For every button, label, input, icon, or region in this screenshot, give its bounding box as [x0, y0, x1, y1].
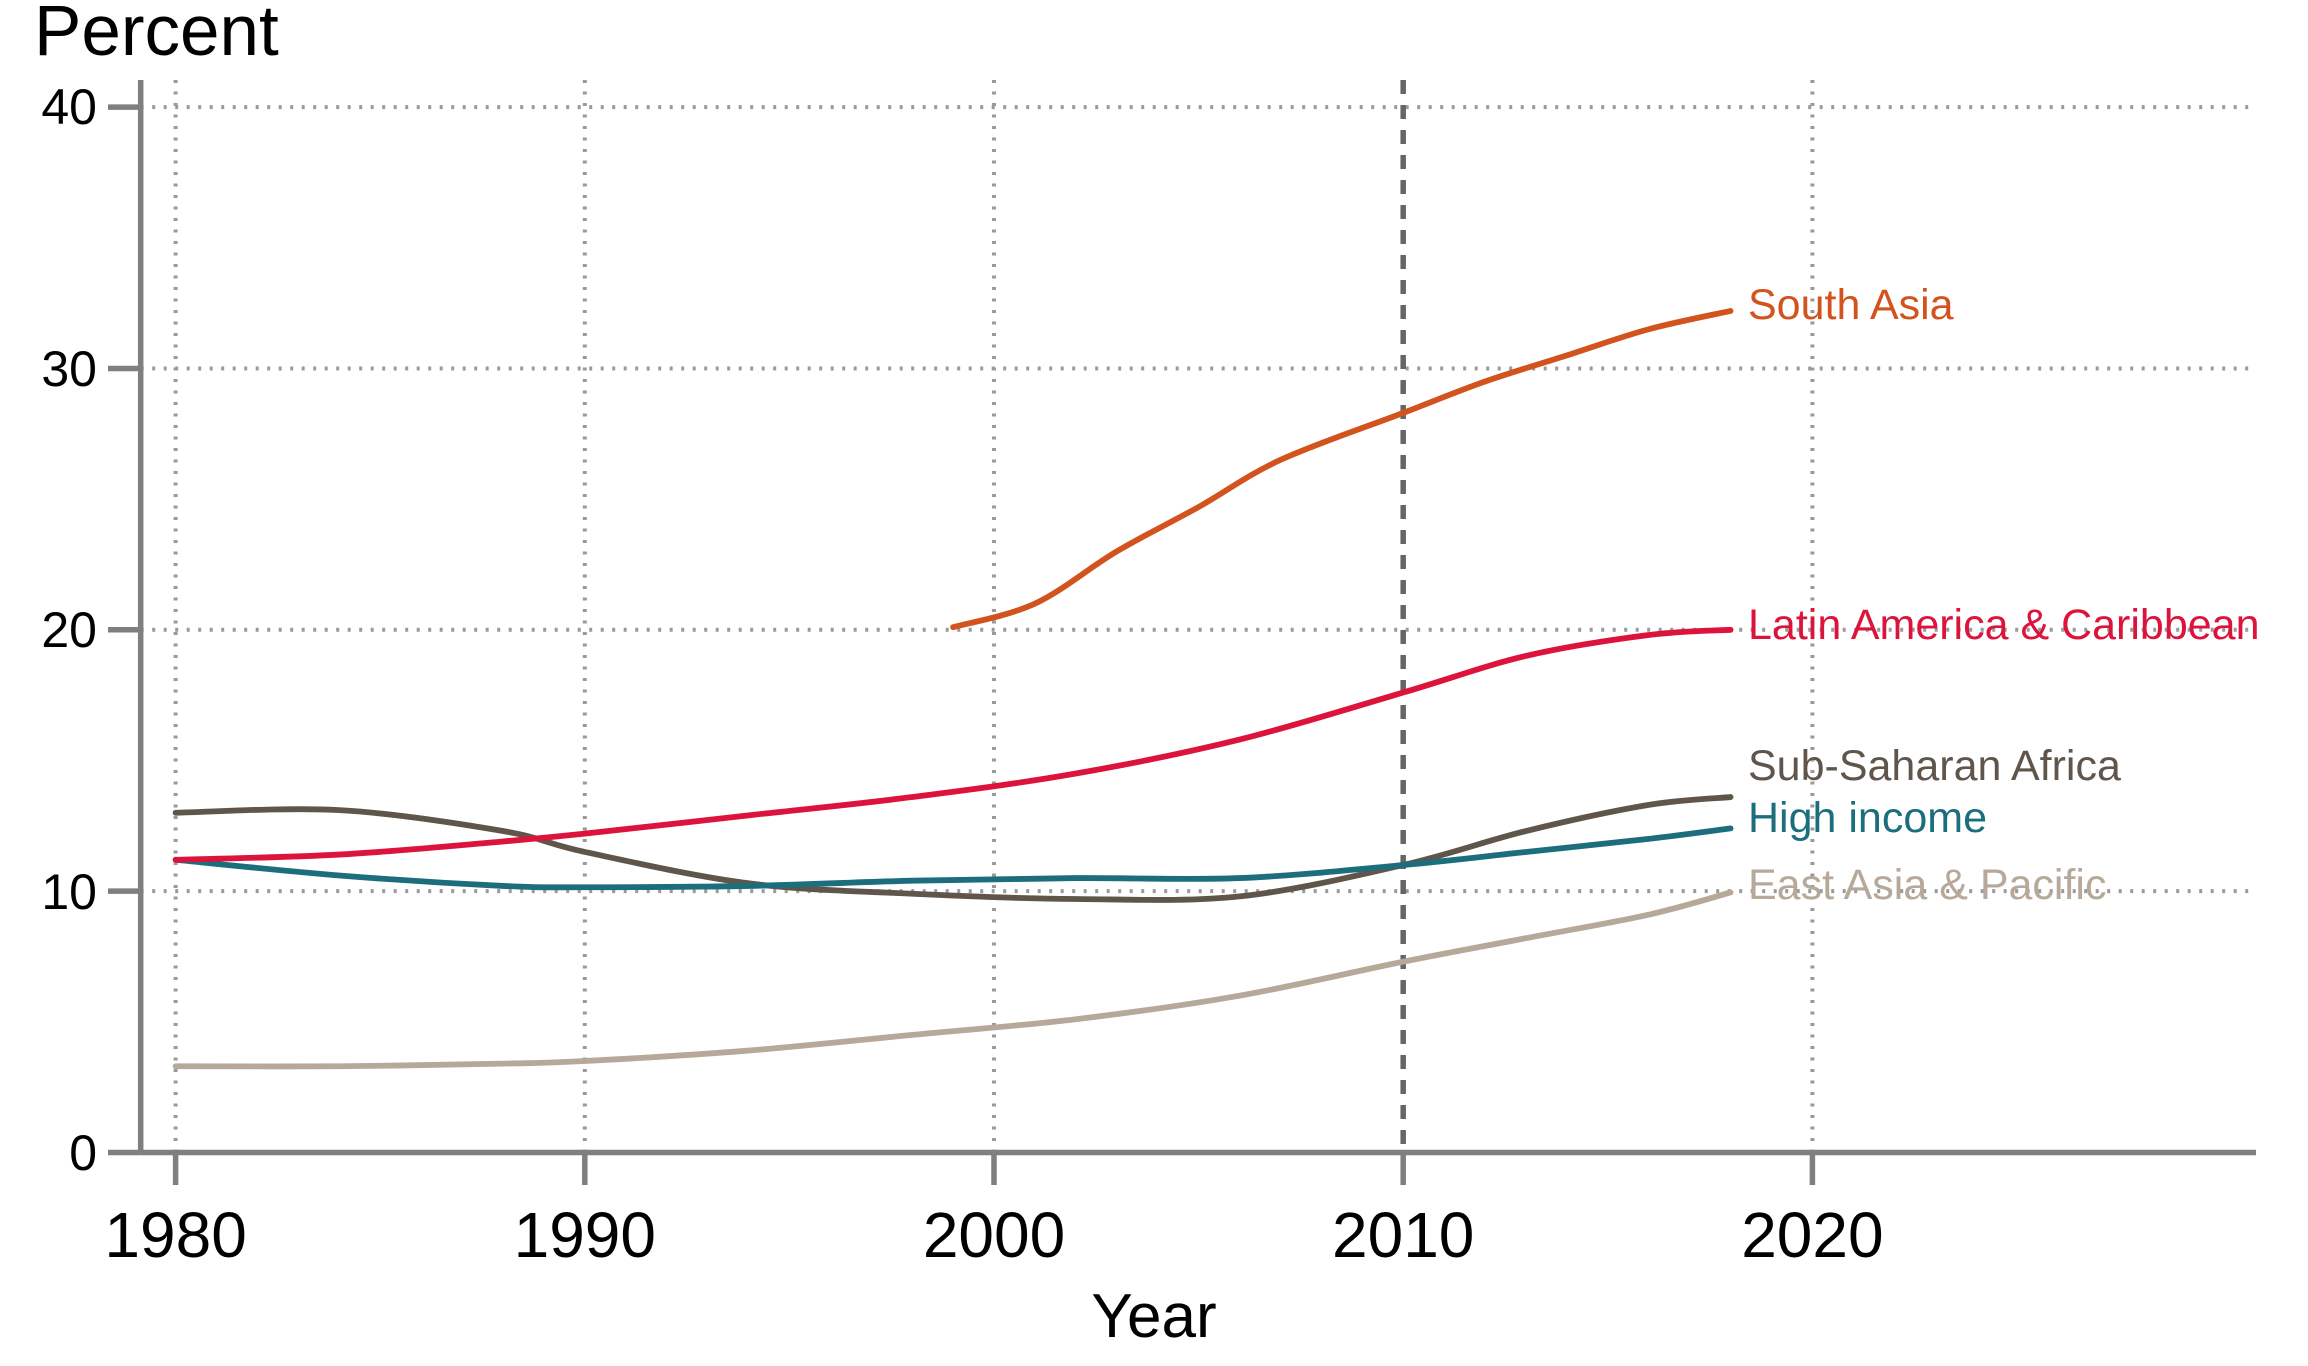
- svg-text:2000: 2000: [923, 1199, 1065, 1271]
- svg-text:Latin America & Caribbean: Latin America & Caribbean: [1748, 601, 2260, 649]
- svg-text:0: 0: [69, 1125, 97, 1181]
- svg-text:1990: 1990: [514, 1199, 656, 1271]
- svg-text:Percent: Percent: [34, 0, 279, 71]
- svg-text:Sub-Saharan Africa: Sub-Saharan Africa: [1748, 742, 2121, 790]
- svg-text:2010: 2010: [1332, 1199, 1474, 1271]
- svg-text:Year: Year: [1091, 1282, 1216, 1351]
- svg-text:40: 40: [41, 79, 97, 135]
- svg-text:10: 10: [41, 864, 97, 920]
- svg-text:East Asia & Pacific: East Asia & Pacific: [1748, 861, 2107, 909]
- svg-text:High income: High income: [1748, 794, 1987, 842]
- svg-text:20: 20: [41, 602, 97, 658]
- svg-text:2020: 2020: [1741, 1199, 1883, 1271]
- svg-text:South Asia: South Asia: [1748, 281, 1954, 329]
- svg-text:1980: 1980: [104, 1199, 246, 1271]
- svg-text:30: 30: [41, 341, 97, 397]
